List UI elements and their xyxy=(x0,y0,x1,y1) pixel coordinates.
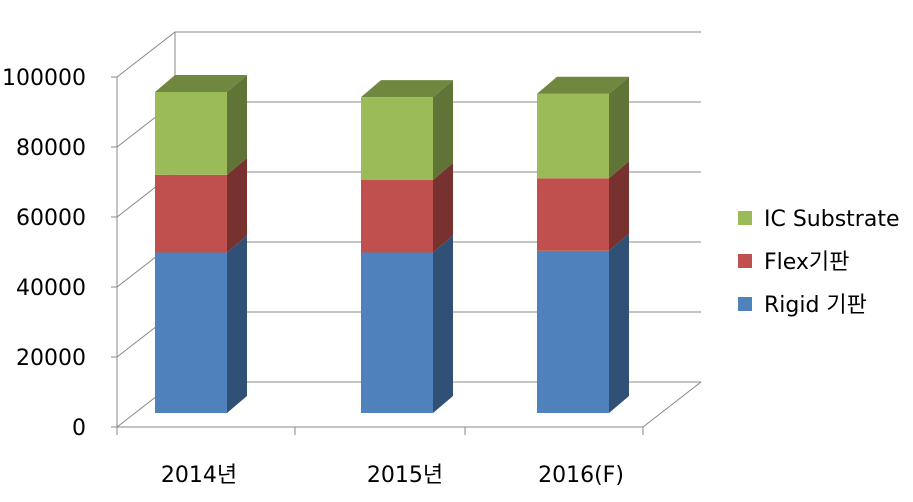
legend-label: Flex기판 xyxy=(764,250,849,275)
legend-swatch xyxy=(738,254,752,268)
labels-layer: 0 20000 40000 60000 80000 100000 2014년 2015년 201… xyxy=(2,66,624,488)
axis-layer xyxy=(111,76,644,435)
bar-segment xyxy=(537,93,609,179)
bar-segment-side xyxy=(609,76,629,179)
bar-segment xyxy=(155,174,227,253)
y-tick-label: 100000 xyxy=(2,66,86,91)
bar-segment-side xyxy=(227,157,247,253)
bar-segment-side xyxy=(609,161,629,251)
x-tick-label: 2014년 xyxy=(161,463,237,488)
x-tick-label: 2015년 xyxy=(367,463,443,488)
y-tick-label: 0 xyxy=(72,416,86,441)
bar-segment xyxy=(537,250,609,413)
bar-segment-top xyxy=(155,75,247,92)
bar-segment-side xyxy=(433,235,453,413)
y-tick-label: 80000 xyxy=(16,136,86,161)
y-tick-label: 20000 xyxy=(16,346,86,371)
bar-segment-top xyxy=(537,76,629,94)
bar-segment xyxy=(361,180,433,253)
floor-edge xyxy=(642,381,702,428)
bar-segment xyxy=(361,252,433,413)
bar-segment-side xyxy=(433,163,453,253)
gridline xyxy=(116,31,701,78)
x-tick-label: 2016(F) xyxy=(538,463,624,488)
legend-label: IC Substrate xyxy=(764,207,900,232)
bar-segment-side xyxy=(227,235,247,413)
bar-segment xyxy=(155,92,227,175)
legend: IC Substrate Flex기판 Rigid 기판 xyxy=(738,207,900,318)
bar-segment-side xyxy=(609,233,629,413)
bar-segment-side xyxy=(227,75,247,175)
y-tick-label: 40000 xyxy=(16,276,86,301)
bar-segment-side xyxy=(433,80,453,181)
bars-layer xyxy=(155,75,629,413)
legend-swatch xyxy=(738,211,752,225)
bar-segment xyxy=(155,252,227,413)
bar-segment xyxy=(537,178,609,251)
bar-segment-top xyxy=(361,80,453,98)
bar-segment xyxy=(361,97,433,181)
legend-swatch xyxy=(738,297,752,311)
y-tick-label: 60000 xyxy=(16,206,86,231)
legend-label: Rigid 기판 xyxy=(764,293,867,318)
